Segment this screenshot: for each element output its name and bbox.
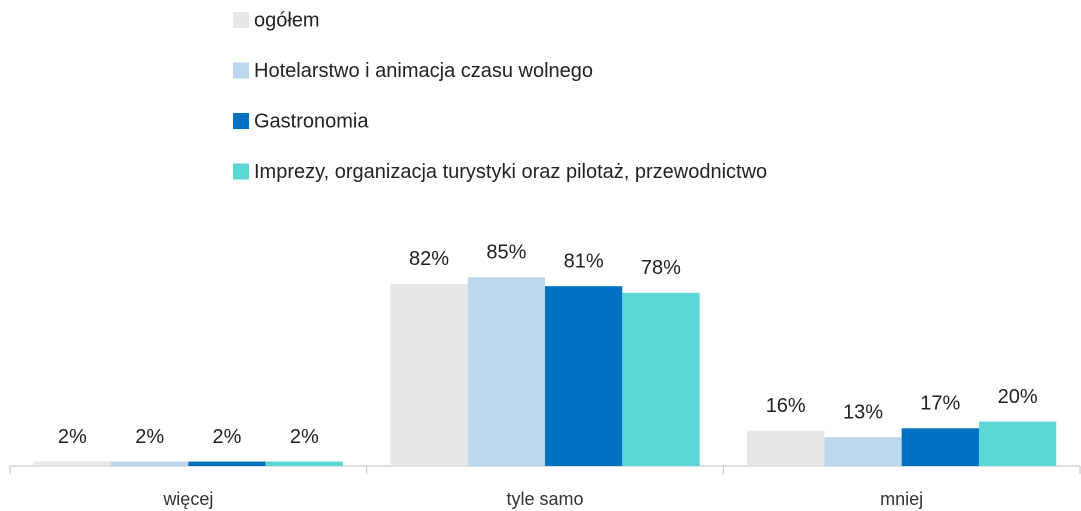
data-label: 81% xyxy=(564,250,604,272)
data-label: 2% xyxy=(135,426,164,448)
x-tick-label: tyle samo xyxy=(506,489,583,509)
bar xyxy=(390,283,468,466)
bar xyxy=(188,461,266,466)
bar xyxy=(824,437,902,466)
data-label: 20% xyxy=(998,386,1038,408)
bar xyxy=(545,286,623,466)
bar xyxy=(467,277,545,466)
x-tick-label: mniej xyxy=(880,489,923,509)
legend-label: ogółem xyxy=(254,9,320,31)
bar xyxy=(978,421,1057,466)
legend-label: Imprezy, organizacja turystyki oraz pilo… xyxy=(254,161,767,183)
legend-swatch xyxy=(233,62,249,79)
x-tick-label: więcej xyxy=(162,489,213,509)
data-label: 17% xyxy=(920,393,960,415)
legend-label: Gastronomia xyxy=(254,110,369,132)
data-label: 13% xyxy=(843,401,883,423)
data-label: 85% xyxy=(486,242,526,264)
data-label: 82% xyxy=(409,248,449,270)
bar xyxy=(33,461,112,466)
data-label: 16% xyxy=(766,395,806,417)
legend-swatch xyxy=(233,163,249,180)
data-label: 78% xyxy=(641,257,681,279)
bar xyxy=(747,430,825,466)
data-label: 2% xyxy=(213,426,242,448)
legend-swatch xyxy=(233,12,249,28)
bar xyxy=(265,461,343,466)
legend-swatch xyxy=(233,113,249,129)
legend-label: Hotelarstwo i animacja czasu wolnego xyxy=(254,60,593,82)
data-label: 2% xyxy=(290,426,319,448)
bar xyxy=(622,292,700,466)
bar xyxy=(901,428,979,466)
data-label: 2% xyxy=(58,426,87,448)
bar xyxy=(111,461,189,466)
